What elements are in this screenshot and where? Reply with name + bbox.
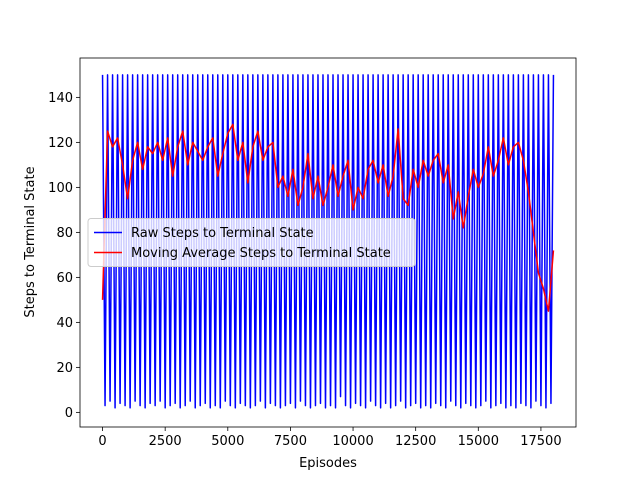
legend: Raw Steps to Terminal State Moving Averag… — [87, 218, 416, 267]
y-tick-label: 0 — [65, 406, 73, 421]
x-tick-label: 15000 — [458, 434, 499, 449]
data-line — [101, 74, 555, 409]
x-tick-label: 17500 — [520, 434, 561, 449]
x-tick-label: 5000 — [211, 434, 244, 449]
plot-frame — [79, 57, 577, 428]
y-axis-label: Steps to Terminal State — [23, 166, 38, 317]
legend-label: Raw Steps to Terminal State — [131, 226, 314, 241]
y-tick-label: 140 — [48, 91, 73, 106]
legend-box — [87, 218, 416, 267]
x-tick-label: 10000 — [332, 434, 373, 449]
x-tick-label: 2500 — [149, 434, 182, 449]
x-axis-label: Episodes — [299, 456, 357, 471]
legend-label: Moving Average Steps to Terminal State — [131, 246, 391, 261]
x-tick-label: 0 — [98, 434, 106, 449]
x-tick-label: 12500 — [395, 434, 436, 449]
y-tick-label: 120 — [48, 136, 73, 151]
data-line — [101, 123, 555, 312]
y-tick-label: 80 — [56, 226, 73, 241]
x-tick-label: 7500 — [274, 434, 307, 449]
y-tick-label: 20 — [56, 361, 73, 376]
y-tick-label: 100 — [48, 181, 73, 196]
y-tick-label: 60 — [56, 271, 73, 286]
y-tick-label: 40 — [56, 316, 73, 331]
